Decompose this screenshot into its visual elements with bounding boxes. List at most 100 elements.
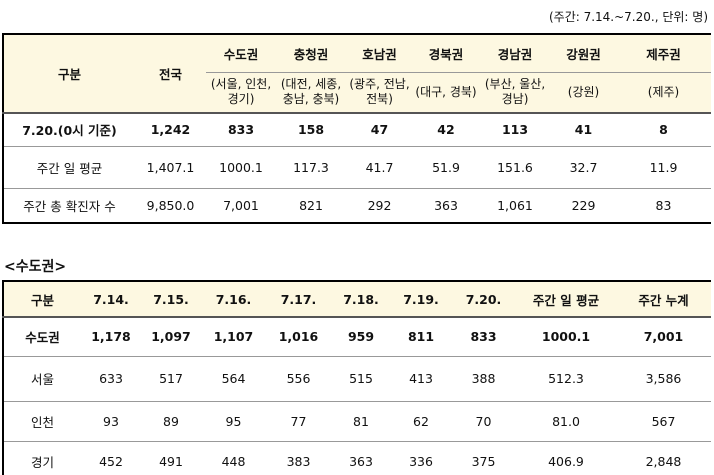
header-row: 구분 전국 수도권 충청권 호남권 경북권 경남권 강원권 제주권 — [3, 34, 711, 114]
cell: 491 — [141, 441, 201, 475]
subheader-cell: (제주) — [616, 72, 711, 114]
data-row: 7.20.(0시 기준) 1,242 833 158 47 42 113 41 8 — [3, 112, 711, 147]
cell: 292 — [346, 188, 413, 224]
cell: 517 — [141, 356, 201, 402]
cell: 70 — [451, 401, 516, 442]
cell: 1,097 — [141, 316, 201, 357]
cell: 1000.1 — [206, 146, 276, 189]
header-cell: 구분 — [3, 281, 81, 318]
data-row: 수도권 1,178 1,097 1,107 1,016 959 811 833 1000.1 7,… — [3, 316, 711, 357]
cell: 452 — [81, 441, 141, 475]
data-row: 주간 총 확진자 수 9,850.0 7,001 821 292 363 1,061 229 8… — [3, 188, 711, 224]
header-cell: 호남권 — [346, 34, 413, 73]
cell: 41.7 — [346, 146, 413, 189]
cell: 336 — [391, 441, 451, 475]
cell: 556 — [266, 356, 331, 402]
subheader-row: (서울, 인천, 경기) (대전, 세종, 충남, 충북) (광주, 전남, 전북)… — [3, 72, 711, 114]
header-cell: 전국 — [135, 34, 206, 114]
subheader-cell: (대구, 경북) — [413, 72, 479, 114]
header-cell: 충청권 — [276, 34, 346, 73]
header-cell: 7.18. — [331, 281, 391, 318]
cell: 83 — [616, 188, 711, 224]
header-cell: 7.15. — [141, 281, 201, 318]
cell: 7,001 — [206, 188, 276, 224]
cell: 경기 — [3, 441, 81, 475]
cell: 363 — [413, 188, 479, 224]
cell: 51.9 — [413, 146, 479, 189]
cell: 158 — [276, 112, 346, 147]
cell: 567 — [616, 401, 711, 442]
data-row: 인천 93 89 95 77 81 62 70 81.0 567 — [3, 401, 711, 442]
cell: 151.6 — [479, 146, 551, 189]
unit-note: (주간: 7.14.~7.20., 단위: 명) — [548, 10, 708, 24]
header-cell: 구분 — [3, 34, 135, 114]
cell: 77 — [266, 401, 331, 442]
cell: 113 — [479, 112, 551, 147]
cell: 서울 — [3, 356, 81, 402]
cell: 383 — [266, 441, 331, 475]
cell: 448 — [201, 441, 266, 475]
cell: 1,061 — [479, 188, 551, 224]
regional-table: 구분 전국 수도권 충청권 호남권 경북권 경남권 강원권 제주권 (서울, 인천, 경기) (대전… — [2, 33, 711, 224]
cell: 512.3 — [516, 356, 616, 402]
header-cell: 7.14. — [81, 281, 141, 318]
section-title: <수도권> — [4, 259, 67, 275]
cell: 9,850.0 — [135, 188, 206, 224]
cell: 375 — [451, 441, 516, 475]
header-cell: 수도권 — [206, 34, 276, 73]
cell: 811 — [391, 316, 451, 357]
cell: 32.7 — [551, 146, 616, 189]
cell: 515 — [331, 356, 391, 402]
cell: 3,586 — [616, 356, 711, 402]
cell: 1,016 — [266, 316, 331, 357]
cell: 1,107 — [201, 316, 266, 357]
cell: 633 — [81, 356, 141, 402]
cell: 89 — [141, 401, 201, 442]
cell: 1,407.1 — [135, 146, 206, 189]
subheader-cell: (부산, 울산, 경남) — [479, 72, 551, 114]
cell: 2,848 — [616, 441, 711, 475]
header-row: 구분 7.14. 7.15. 7.16. 7.17. 7.18. 7.19. 7.20. 주간 … — [3, 281, 711, 318]
cell: 1,242 — [135, 112, 206, 147]
cell: 62 — [391, 401, 451, 442]
header-cell: 경남권 — [479, 34, 551, 73]
cell: 93 — [81, 401, 141, 442]
header-cell: 경북권 — [413, 34, 479, 73]
subheader-cell: (강원) — [551, 72, 616, 114]
cell: 7,001 — [616, 316, 711, 357]
subheader-cell: (광주, 전남, 전북) — [346, 72, 413, 114]
cell: 413 — [391, 356, 451, 402]
header-cell: 주간 일 평균 — [516, 281, 616, 318]
subheader-cell: (대전, 세종, 충남, 충북) — [276, 72, 346, 114]
cell: 388 — [451, 356, 516, 402]
subheader-cell: (서울, 인천, 경기) — [206, 72, 276, 114]
capital-table: 구분 7.14. 7.15. 7.16. 7.17. 7.18. 7.19. 7.20. 주간 … — [2, 280, 711, 475]
data-row: 서울 633 517 564 556 515 413 388 512.3 3,586 — [3, 356, 711, 402]
cell: 406.9 — [516, 441, 616, 475]
cell: 229 — [551, 188, 616, 224]
cell: 81.0 — [516, 401, 616, 442]
cell: 833 — [451, 316, 516, 357]
data-row: 주간 일 평균 1,407.1 1000.1 117.3 41.7 51.9 151.6 32… — [3, 146, 711, 189]
cell: 41 — [551, 112, 616, 147]
cell: 주간 일 평균 — [3, 146, 135, 189]
cell: 959 — [331, 316, 391, 357]
data-row: 경기 452 491 448 383 363 336 375 406.9 2,848 — [3, 441, 711, 475]
cell: 인천 — [3, 401, 81, 442]
cell: 47 — [346, 112, 413, 147]
cell: 81 — [331, 401, 391, 442]
cell: 주간 총 확진자 수 — [3, 188, 135, 224]
header-cell: 7.16. — [201, 281, 266, 318]
header-cell: 강원권 — [551, 34, 616, 73]
cell: 95 — [201, 401, 266, 442]
header-cell: 7.19. — [391, 281, 451, 318]
header-cell: 주간 누계 — [616, 281, 711, 318]
header-cell: 7.20. — [451, 281, 516, 318]
cell: 수도권 — [3, 316, 81, 357]
cell: 8 — [616, 112, 711, 147]
cell: 11.9 — [616, 146, 711, 189]
cell: 564 — [201, 356, 266, 402]
cell: 363 — [331, 441, 391, 475]
cell: 7.20.(0시 기준) — [3, 112, 135, 147]
